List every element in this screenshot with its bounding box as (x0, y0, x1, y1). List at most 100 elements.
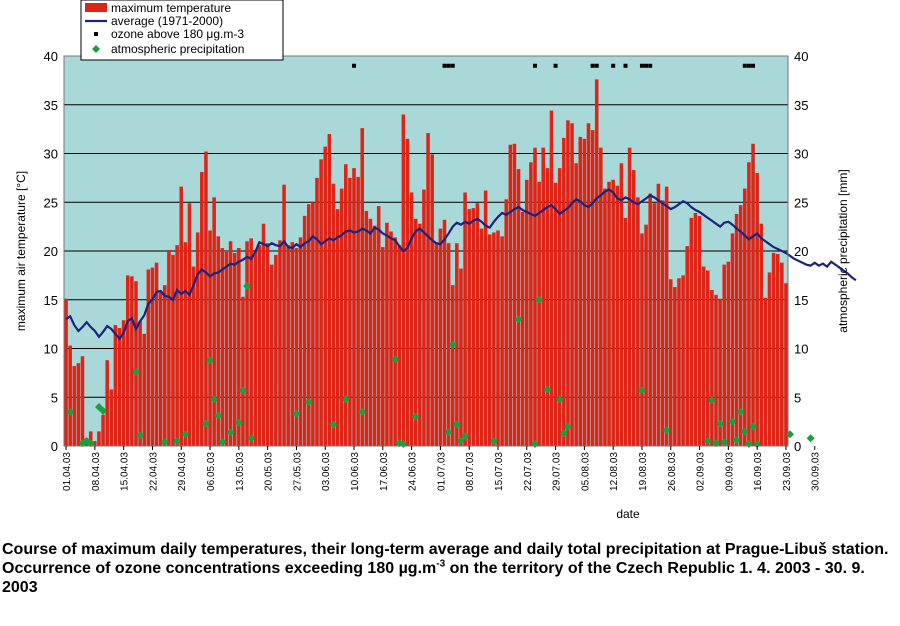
x-tick-label: 15.04.03 (120, 452, 131, 491)
temperature-bar (450, 285, 455, 446)
x-axis-label: date (616, 507, 640, 521)
temperature-bar (615, 185, 620, 447)
precipitation-marker (181, 430, 190, 439)
temperature-bar (619, 163, 624, 446)
temperature-bar (763, 297, 768, 446)
temperature-bar (315, 177, 319, 446)
temperature-bar (640, 233, 644, 446)
temperature-bar (426, 133, 430, 446)
temperature-bar (76, 363, 81, 446)
plot-frame (63, 55, 789, 447)
temperature-bar (697, 215, 702, 446)
y2-tick-label: 30 (794, 147, 808, 162)
temperature-bar (224, 251, 229, 446)
y2-axis-label: atmospheric precipitation [mm] (836, 169, 850, 332)
temperature-bar (599, 147, 603, 446)
x-tick-label: 08.07.03 (465, 452, 476, 491)
precipitation-marker (238, 386, 247, 395)
temperature-bar (385, 222, 389, 446)
precipitation-marker (94, 403, 103, 411)
temperature-bar (656, 183, 661, 446)
temperature-bar (780, 262, 784, 446)
precipitation-marker (214, 411, 223, 420)
precipitation-marker (749, 422, 758, 431)
average-line (65, 188, 857, 341)
temperature-bar (726, 261, 731, 446)
ozone-marker (553, 63, 558, 68)
precipitation-marker (243, 282, 252, 291)
x-tick-label: 15.07.03 (494, 452, 505, 491)
legend: maximum temperature average (1971-2000) … (80, 0, 284, 61)
legend-swatch-diamond (92, 45, 100, 53)
temperature-bar (142, 333, 146, 446)
x-tick-label: 12.08.03 (609, 452, 620, 491)
temperature-bar (241, 296, 245, 446)
temperature-bar (467, 209, 471, 446)
temperature-bar (311, 202, 315, 446)
temperature-bar (418, 223, 422, 446)
temperature-bar (442, 219, 447, 446)
temperature-bar (512, 143, 517, 446)
temperature-bar (668, 279, 673, 446)
y-axis-label: maximum air temperature [°C] (14, 171, 28, 331)
precipitation-marker (563, 422, 572, 431)
x-tick-label: 17.06.03 (379, 452, 390, 491)
temperature-bar (673, 287, 677, 446)
y-axis-right-ticks: 0 5 10 15 20 25 30 35 40 (794, 49, 808, 454)
temperature-bar (257, 245, 262, 446)
temperature-bar (541, 147, 546, 446)
x-tick-label: 30.09.03 (811, 452, 822, 491)
x-tick-label: 26.08.03 (667, 452, 678, 491)
temperature-bar (479, 228, 484, 446)
temperature-bar (68, 345, 72, 446)
temperature-bar (376, 206, 381, 446)
temperature-bar (483, 190, 488, 446)
y-tick-label: 10 (44, 342, 58, 357)
x-tick-label: 01.04.03 (62, 452, 73, 491)
ozone-marker (751, 63, 756, 68)
temperature-bar (722, 264, 727, 446)
x-tick-label: 16.09.03 (753, 452, 764, 491)
temperature-bar (784, 283, 788, 446)
precipitation-marker (411, 412, 420, 421)
precipitation-marker (358, 407, 367, 416)
temperature-bar (562, 137, 566, 446)
temperature-bar (204, 151, 208, 447)
precipitation-marker (736, 407, 745, 416)
temperature-bar (681, 275, 685, 446)
temperature-bar (232, 252, 237, 446)
temperature-bar (290, 242, 295, 446)
temperature-bar (344, 164, 348, 446)
temperature-bar (195, 232, 200, 446)
ozone-marker (623, 63, 628, 68)
precipitation-marker (707, 396, 716, 405)
temperature-bar (594, 79, 599, 447)
temperature-bar (545, 168, 550, 446)
temperature-bar (93, 441, 97, 446)
temperature-bar (525, 179, 529, 446)
temperature-bar (475, 203, 480, 446)
y-tick-label: 40 (44, 49, 58, 64)
ozone-marker (648, 63, 653, 68)
temperature-bar (138, 321, 142, 446)
x-tick-label: 29.04.03 (177, 452, 188, 491)
y-tick-label: 0 (51, 439, 58, 454)
temperature-bar (529, 162, 533, 446)
precipitation-marker (206, 356, 215, 365)
precipitation-marker (292, 409, 301, 418)
temperature-bar (401, 114, 406, 446)
temperature-bar (397, 245, 402, 446)
temperature-bar (183, 242, 188, 446)
temperature-bar (714, 294, 718, 446)
temperature-bar (508, 144, 513, 446)
temperature-bar (504, 199, 508, 446)
precipitation-marker (514, 315, 523, 324)
precipitation-marker (448, 340, 457, 349)
legend-label: maximum temperature (111, 1, 231, 15)
ozone-markers (352, 63, 756, 68)
temperature-bar (191, 266, 196, 446)
temperature-bar (500, 236, 504, 446)
legend-label: average (1971-2000) (111, 14, 223, 28)
precipitation-marker (461, 432, 470, 441)
ozone-marker (611, 63, 616, 68)
